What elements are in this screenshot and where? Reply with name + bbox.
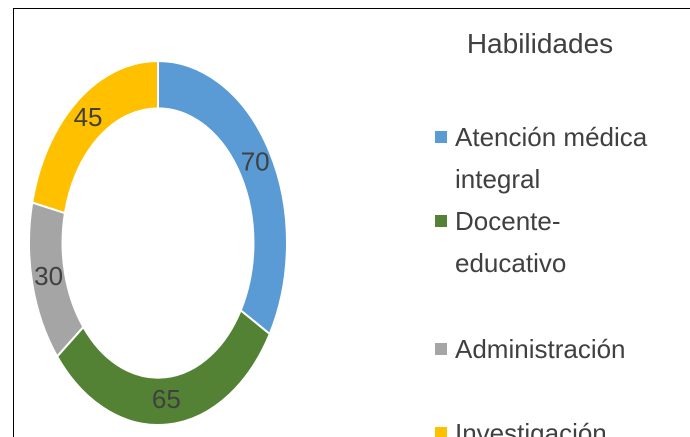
frame — [13, 8, 690, 437]
data-label: 65 — [152, 384, 181, 414]
legend-swatch — [435, 343, 447, 355]
legend-label: Atención médica integral — [455, 122, 648, 194]
legend-item: Investigación — [433, 412, 665, 437]
legend-label: Docente-educativo — [455, 206, 567, 278]
slice — [157, 59, 288, 336]
data-label: 30 — [34, 261, 63, 291]
legend: Atención médica integral Docente-educativ… — [433, 116, 683, 437]
data-label: 45 — [74, 102, 103, 132]
legend-label: Administración — [455, 334, 626, 364]
legend-item: Administración — [433, 328, 665, 370]
legend-item: Docente-educativo — [433, 200, 665, 284]
legend-swatch — [435, 131, 447, 143]
data-label: 70 — [241, 147, 270, 177]
legend-label: Investigación — [455, 418, 607, 437]
chart-title: Habilidades — [466, 28, 614, 59]
slice — [31, 59, 159, 215]
legend-item: Atención médica integral — [433, 116, 665, 200]
legend-swatch — [435, 427, 447, 437]
chart: 70 65 30 45 — [28, 59, 288, 426]
legend-swatch — [435, 215, 447, 227]
